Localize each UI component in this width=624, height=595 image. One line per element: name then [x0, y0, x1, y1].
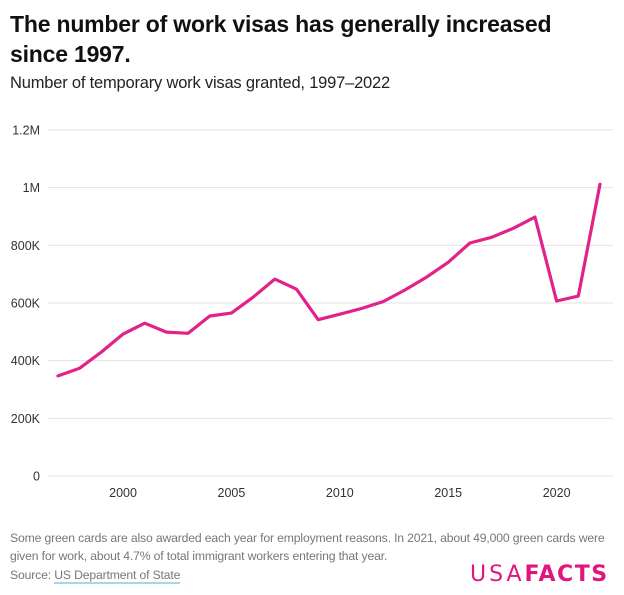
x-tick-label: 2015 — [434, 486, 462, 500]
x-tick-label: 2020 — [543, 486, 571, 500]
chart-note: Some green cards are also awarded each y… — [10, 531, 605, 563]
chart-title: The number of work visas has generally i… — [10, 11, 552, 67]
gridlines — [48, 129, 613, 477]
y-tick-label: 0 — [33, 470, 40, 484]
series — [56, 182, 602, 378]
logo-facts: FACTS — [524, 562, 609, 587]
y-tick-label: 1M — [23, 181, 40, 195]
y-tick-label: 200K — [11, 412, 41, 426]
chart-subtitle: Number of temporary work visas granted, … — [10, 74, 390, 92]
x-axis: 2000 2005 2010 2015 2020 — [109, 486, 570, 500]
line-chart: 0 200K 400K 600K 800K 1M 1.2M 2000 2005 2010 2015… — [11, 124, 613, 500]
x-tick-label: 2000 — [109, 486, 137, 500]
y-tick-label: 600K — [11, 297, 41, 311]
x-tick-label: 2005 — [218, 486, 246, 500]
y-axis: 0 200K 400K 600K 800K 1M 1.2M — [11, 124, 41, 484]
y-tick-label: 800K — [11, 239, 41, 253]
y-tick-label: 1.2M — [12, 124, 40, 138]
y-tick-label: 400K — [11, 354, 41, 368]
usafacts-logo: USAFACTS — [470, 561, 609, 588]
source-link[interactable]: US Department of State — [54, 568, 181, 584]
logo-usa: USA — [470, 562, 525, 587]
series-line — [56, 182, 602, 378]
x-tick-label: 2010 — [326, 486, 354, 500]
source-prefix: Source: — [10, 568, 55, 582]
source-line: Source: US Department of State — [10, 568, 181, 584]
